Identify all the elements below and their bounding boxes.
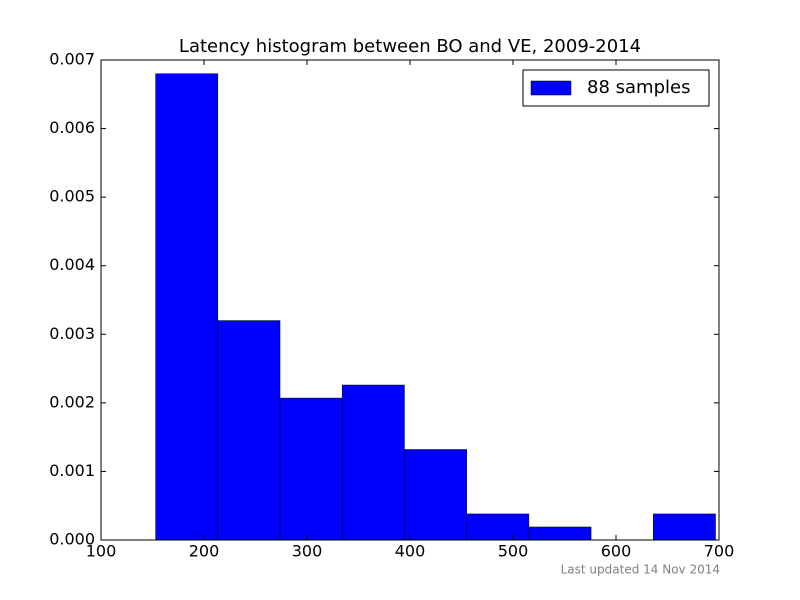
x-tick-label: 700 [704, 542, 735, 561]
bar [279, 397, 343, 541]
y-tick-label: 0.001 [49, 461, 95, 480]
chart-title: Latency histogram between BO and VE, 200… [179, 36, 641, 57]
x-tick-label: 600 [601, 542, 632, 561]
legend-swatch [530, 80, 572, 96]
x-tick-label: 300 [292, 542, 323, 561]
y-tick-label: 0.003 [49, 324, 95, 343]
x-tick-label: 500 [498, 542, 529, 561]
y-tick-label: 0.006 [49, 118, 95, 137]
footer-note: Last updated 14 Nov 2014 [561, 563, 720, 577]
y-tick-label: 0.007 [49, 50, 95, 69]
bar [653, 513, 716, 541]
y-tick-label: 0.002 [49, 392, 95, 411]
bar [466, 513, 530, 541]
bar [404, 449, 467, 541]
x-tick-label: 400 [395, 542, 426, 561]
y-tick-label: 0.000 [49, 530, 95, 549]
y-tick-label: 0.005 [49, 187, 95, 206]
bar [217, 320, 281, 541]
legend-label: 88 samples [587, 77, 690, 98]
x-tick-label: 200 [189, 542, 220, 561]
y-tick-label: 0.004 [49, 255, 95, 274]
x-tick-label: 100 [86, 542, 117, 561]
bar [155, 73, 219, 541]
bar [528, 526, 592, 541]
bar [341, 384, 405, 541]
